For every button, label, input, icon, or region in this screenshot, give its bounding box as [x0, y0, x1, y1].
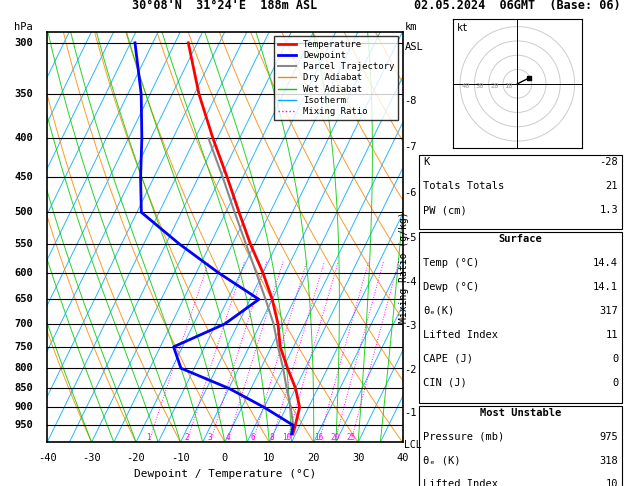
Text: 318: 318: [599, 455, 618, 466]
Text: 14.1: 14.1: [593, 282, 618, 292]
Text: 10: 10: [263, 452, 276, 463]
Text: CAPE (J): CAPE (J): [423, 354, 473, 364]
Text: 0: 0: [612, 354, 618, 364]
Text: LCL: LCL: [404, 440, 422, 450]
Text: -5: -5: [404, 233, 417, 243]
Text: 20: 20: [308, 452, 320, 463]
Text: Mixing Ratio (g/kg): Mixing Ratio (g/kg): [399, 211, 409, 323]
Text: 02.05.2024  06GMT  (Base: 06): 02.05.2024 06GMT (Base: 06): [414, 0, 621, 12]
Text: Surface: Surface: [499, 234, 542, 244]
Text: 500: 500: [14, 208, 33, 217]
Text: -4: -4: [404, 277, 417, 287]
Text: 800: 800: [14, 363, 33, 373]
Text: 350: 350: [14, 89, 33, 99]
Text: Lifted Index: Lifted Index: [423, 330, 498, 340]
Text: Most Unstable: Most Unstable: [480, 408, 561, 417]
Text: Lifted Index: Lifted Index: [423, 480, 498, 486]
Text: -30: -30: [82, 452, 101, 463]
Text: 600: 600: [14, 268, 33, 278]
Text: -28: -28: [599, 157, 618, 167]
Text: 10: 10: [282, 433, 291, 442]
Text: 1: 1: [147, 433, 151, 442]
Text: -6: -6: [404, 188, 417, 198]
Text: 11: 11: [606, 330, 618, 340]
Text: 21: 21: [606, 181, 618, 191]
Text: 10: 10: [504, 83, 513, 89]
Text: Temp (°C): Temp (°C): [423, 258, 479, 268]
Text: ASL: ASL: [404, 42, 423, 52]
Text: 25: 25: [347, 433, 355, 442]
Text: 30: 30: [352, 452, 364, 463]
Text: hPa: hPa: [14, 21, 33, 32]
Text: 3: 3: [208, 433, 213, 442]
Text: 950: 950: [14, 420, 33, 430]
Text: 400: 400: [14, 133, 33, 143]
Text: 2: 2: [184, 433, 189, 442]
Legend: Temperature, Dewpoint, Parcel Trajectory, Dry Adiabat, Wet Adiabat, Isotherm, Mi: Temperature, Dewpoint, Parcel Trajectory…: [274, 36, 398, 120]
Text: -8: -8: [404, 96, 417, 105]
Text: Dewpoint / Temperature (°C): Dewpoint / Temperature (°C): [134, 469, 316, 479]
Text: 650: 650: [14, 295, 33, 304]
Text: 8: 8: [269, 433, 274, 442]
Text: PW (cm): PW (cm): [423, 206, 467, 215]
Text: 16: 16: [314, 433, 323, 442]
Text: 40: 40: [462, 83, 470, 89]
Text: Totals Totals: Totals Totals: [423, 181, 504, 191]
Text: 20: 20: [330, 433, 339, 442]
Text: 750: 750: [14, 342, 33, 352]
Text: 300: 300: [14, 38, 33, 48]
Text: -3: -3: [404, 321, 417, 331]
Text: 30°08'N  31°24'E  188m ASL: 30°08'N 31°24'E 188m ASL: [132, 0, 318, 12]
Text: 1.3: 1.3: [599, 206, 618, 215]
Text: 317: 317: [599, 306, 618, 316]
Text: 0: 0: [222, 452, 228, 463]
Text: Pressure (mb): Pressure (mb): [423, 432, 504, 442]
Text: 0: 0: [612, 378, 618, 388]
Text: -20: -20: [126, 452, 145, 463]
Text: θₑ (K): θₑ (K): [423, 455, 460, 466]
Text: θₑ(K): θₑ(K): [423, 306, 454, 316]
Text: 850: 850: [14, 383, 33, 393]
Text: 20: 20: [490, 83, 499, 89]
Text: km: km: [404, 21, 417, 32]
Text: K: K: [423, 157, 429, 167]
Text: 6: 6: [250, 433, 255, 442]
Text: -2: -2: [404, 365, 417, 375]
Text: CIN (J): CIN (J): [423, 378, 467, 388]
Text: 550: 550: [14, 239, 33, 249]
Text: kt: kt: [457, 23, 469, 34]
Text: 450: 450: [14, 173, 33, 182]
Text: -7: -7: [404, 142, 417, 152]
Text: 14.4: 14.4: [593, 258, 618, 268]
Text: 40: 40: [396, 452, 409, 463]
Text: Dewp (°C): Dewp (°C): [423, 282, 479, 292]
Text: 30: 30: [476, 83, 484, 89]
Text: -40: -40: [38, 452, 57, 463]
Text: 975: 975: [599, 432, 618, 442]
Text: 4: 4: [225, 433, 230, 442]
Text: -10: -10: [171, 452, 190, 463]
Text: 900: 900: [14, 402, 33, 412]
Text: 700: 700: [14, 319, 33, 329]
Text: 10: 10: [606, 480, 618, 486]
Text: -1: -1: [404, 408, 417, 418]
